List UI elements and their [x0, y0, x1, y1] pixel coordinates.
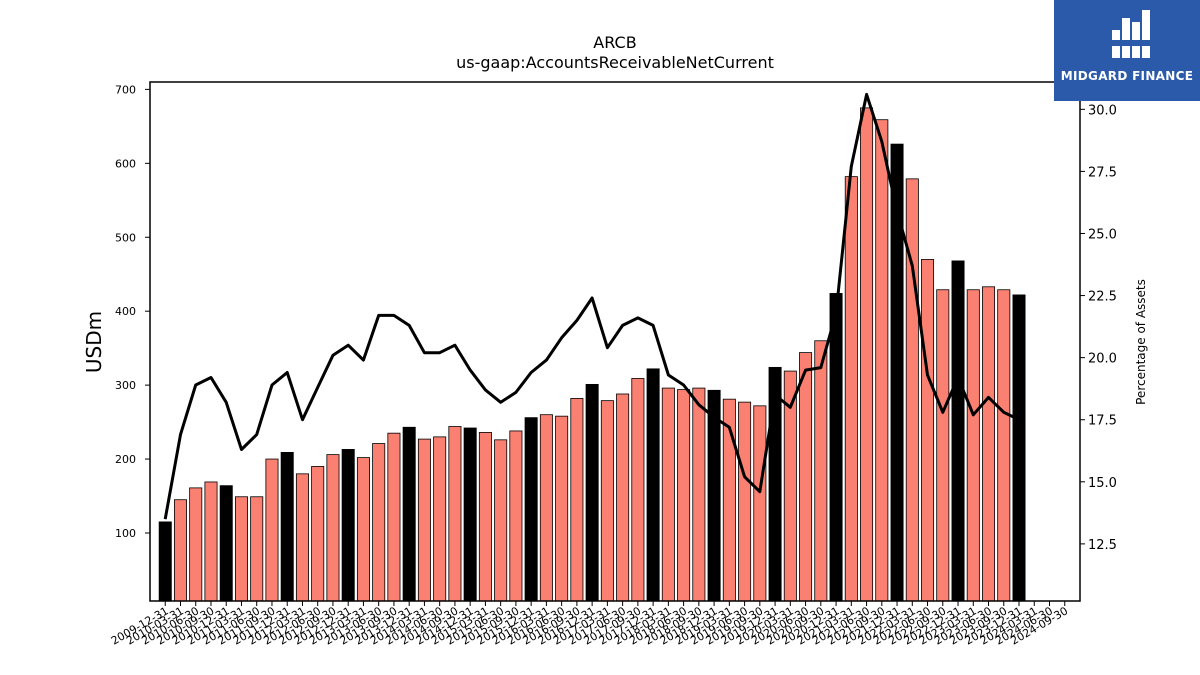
bar [478, 432, 492, 602]
bar [326, 454, 340, 602]
bar [951, 260, 965, 602]
y2-tick-label: 17.5 [1088, 414, 1117, 429]
y2-axis-label: Percentage of Assets [1134, 279, 1148, 405]
bar [555, 415, 569, 602]
bar [814, 340, 828, 602]
bar [280, 451, 294, 602]
bar [311, 466, 325, 602]
bar [433, 436, 447, 602]
y-tick-label: 500 [115, 231, 136, 244]
y2-tick-label: 27.5 [1088, 165, 1117, 180]
bar [189, 487, 203, 602]
bar [646, 368, 660, 602]
y-tick-label: 700 [115, 83, 136, 96]
bar [524, 417, 538, 602]
bar [204, 481, 218, 602]
bar [158, 521, 172, 602]
y-axis-label: USDm [82, 311, 106, 373]
bar [631, 378, 645, 602]
bar [295, 473, 309, 602]
chart-subtitle: us-gaap:AccountsReceivableNetCurrent [456, 53, 774, 72]
bar [265, 458, 279, 602]
bar [616, 393, 630, 602]
right-axis: 12.5 15.0 17.5 20.0 22.5 25.0 27.5 30.0 [1080, 103, 1117, 553]
bar [936, 289, 950, 602]
bar [692, 387, 706, 602]
y2-tick-label: 30.0 [1088, 103, 1117, 118]
line-layer [163, 92, 1020, 520]
bar [173, 499, 187, 602]
x-axis: 2009-12-312010-03-312010-06-302010-09-30… [109, 601, 1070, 648]
bar [966, 289, 980, 602]
bar [509, 430, 523, 602]
bar [875, 119, 889, 602]
brand-logo: MIDGARD FINANCE [1054, 0, 1200, 101]
bar [387, 432, 401, 602]
y2-tick-label: 20.0 [1088, 352, 1117, 367]
bar [844, 176, 858, 602]
bar [372, 443, 386, 602]
bar [997, 289, 1011, 602]
bar [707, 389, 721, 602]
bar [677, 389, 691, 602]
logo-text: MIDGARD FINANCE [1060, 69, 1194, 83]
bar [402, 426, 416, 602]
bar [494, 439, 508, 602]
bar [860, 107, 874, 602]
y2-tick-label: 15.0 [1088, 476, 1117, 491]
bar [905, 178, 919, 602]
plot-frame [149, 81, 1081, 602]
y2-tick-label: 25.0 [1088, 227, 1117, 242]
bar-group [158, 107, 1026, 602]
bar [799, 352, 813, 602]
chart-title: ARCB [593, 33, 636, 52]
bar [250, 496, 264, 602]
bar [829, 293, 843, 602]
bar [738, 401, 752, 602]
bar [341, 449, 355, 602]
y2-tick-label: 22.5 [1088, 290, 1117, 305]
y-tick-label: 300 [115, 379, 136, 392]
y-tick-label: 600 [115, 157, 136, 170]
y-tick-label: 400 [115, 305, 136, 318]
y2-tick-label: 12.5 [1088, 538, 1117, 553]
left-axis: 100 200 300 400 500 600 700 [115, 83, 150, 540]
bar [600, 400, 614, 602]
y-tick-label: 100 [115, 527, 136, 540]
bar [921, 259, 935, 602]
bar [539, 414, 553, 602]
percentage-line [163, 92, 1020, 520]
bar [661, 387, 675, 602]
bar [753, 405, 767, 602]
bar [570, 398, 584, 602]
bar [448, 426, 462, 602]
bar [982, 286, 996, 602]
bar [1012, 294, 1026, 602]
bar [234, 496, 248, 602]
bar [417, 438, 431, 602]
y-tick-label: 200 [115, 453, 136, 466]
bar [356, 457, 370, 602]
bar [585, 383, 599, 602]
midgard-logo-icon [1112, 10, 1150, 58]
bar [219, 485, 233, 602]
bar [463, 427, 477, 602]
